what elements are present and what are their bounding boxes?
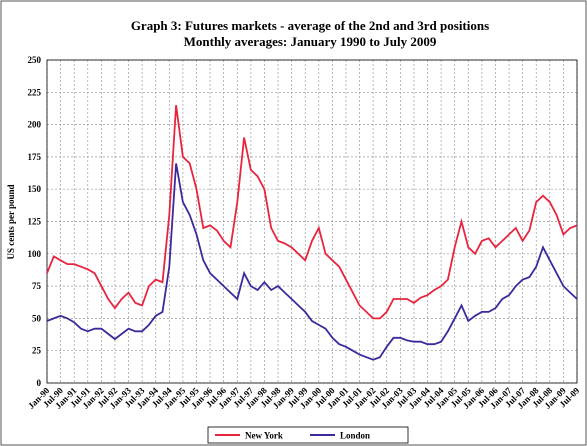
- chart-title: Graph 3: Futures markets - average of th…: [131, 18, 489, 33]
- series-line: [46, 163, 578, 361]
- y-tick-label: 200: [28, 120, 42, 130]
- legend-label: New York: [245, 431, 283, 441]
- y-tick-label: 125: [28, 217, 42, 227]
- y-tick-label: 175: [28, 152, 42, 162]
- legend-label: London: [340, 431, 370, 441]
- y-tick-label: 150: [28, 184, 42, 194]
- y-tick-label: 0: [37, 378, 42, 388]
- y-axis-label: US cents per pound: [6, 184, 16, 259]
- plot-border: [46, 59, 578, 384]
- y-tick-label: 50: [32, 313, 42, 323]
- y-tick-label: 75: [32, 281, 42, 291]
- y-tick-label: 250: [28, 55, 42, 65]
- series-line: [46, 105, 578, 320]
- y-tick-label: 100: [28, 249, 42, 259]
- y-tick-label: 25: [32, 346, 42, 356]
- legend-box: [207, 426, 409, 444]
- y-tick-label: 225: [28, 87, 42, 97]
- chart-subtitle: Monthly averages: January 1990 to July 2…: [184, 34, 437, 49]
